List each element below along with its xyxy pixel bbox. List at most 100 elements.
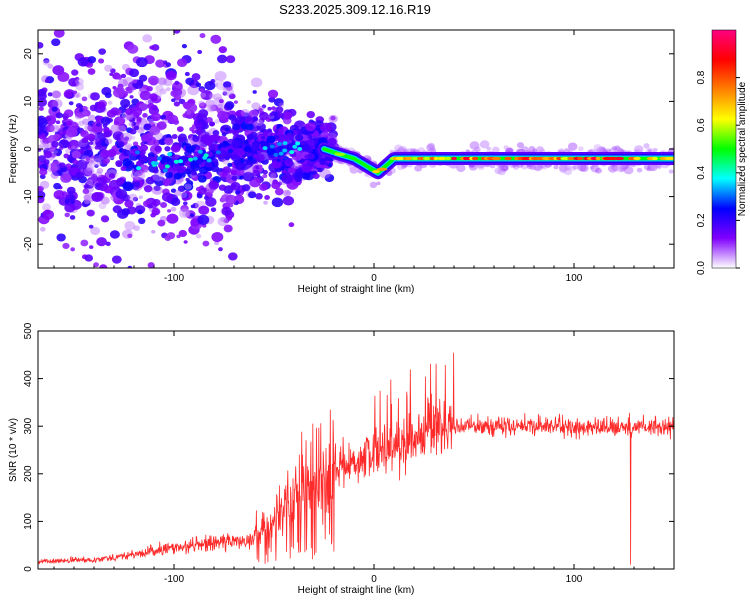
heatmap-cell <box>199 92 207 98</box>
heatmap-cell <box>161 192 174 202</box>
heatmap-cell <box>116 124 126 133</box>
heatmap-cell <box>262 173 268 179</box>
heatmap-cell <box>221 126 226 130</box>
snr-x-axis-label: Height of straight line (km) <box>298 585 415 596</box>
heatmap-cell <box>189 213 195 217</box>
heatmap-cell <box>232 123 241 131</box>
heatmap-cell <box>65 120 73 126</box>
heatmap-cell <box>173 30 181 34</box>
heatmap-cell <box>192 135 200 142</box>
heatmap-cell <box>263 200 268 205</box>
heatmap-cell <box>81 96 88 102</box>
heatmap-cell <box>181 192 189 199</box>
heatmap-cell <box>102 123 108 128</box>
chart-title: S233.2025.309.12.16.R19 <box>279 2 431 17</box>
heatmap-cell <box>127 44 139 54</box>
heatmap-cell <box>406 148 413 153</box>
heatmap-cell <box>643 164 651 170</box>
heatmap-cell <box>115 160 123 167</box>
heatmap-cell <box>228 93 236 100</box>
heatmap-cell <box>68 101 74 106</box>
heatmap-cell <box>62 115 69 121</box>
heatmap-cell <box>127 233 133 238</box>
heatmap-cell <box>417 147 425 154</box>
heatmap-cell <box>138 74 148 82</box>
heatmap-cell <box>109 230 120 239</box>
heatmap-peak <box>292 144 298 149</box>
heatmap-cell <box>75 83 85 91</box>
heatmap-cell <box>136 161 142 166</box>
heatmap-cell <box>397 164 404 171</box>
heatmap-cell <box>131 122 137 126</box>
heatmap-cell <box>306 160 315 168</box>
heatmap-cell <box>96 122 101 127</box>
heatmap-cell <box>250 77 263 88</box>
heatmap-cell <box>49 124 60 133</box>
heatmap-cell <box>38 97 48 107</box>
heatmap-cell <box>231 139 241 148</box>
heatmap-cell <box>281 173 294 184</box>
heatmap-cell <box>139 155 148 163</box>
heatmap-cell <box>144 169 149 174</box>
heatmap-cell <box>217 171 223 177</box>
heatmap-cell <box>88 114 96 122</box>
heatmap-cell <box>287 157 293 163</box>
snr-y-tick-label: 100 <box>23 513 34 530</box>
heatmap-cell <box>50 165 58 173</box>
heatmap-cell <box>214 70 227 82</box>
heatmap-cell <box>98 48 106 55</box>
heatmap-cell <box>132 196 139 202</box>
heatmap-cell <box>111 255 122 264</box>
heatmap-cell <box>153 185 161 192</box>
heatmap-cell <box>89 145 94 150</box>
heatmap-cell <box>307 147 313 153</box>
heatmap-cell <box>86 179 94 186</box>
snr-y-tick-label: 400 <box>23 370 34 387</box>
heatmap-cell <box>325 162 330 166</box>
heatmap-cell <box>205 99 215 108</box>
heatmap-cell <box>129 128 137 135</box>
heatmap-cell <box>78 108 84 113</box>
heatmap-cell <box>132 79 138 84</box>
heatmap-cell <box>214 77 219 82</box>
heatmap-cell <box>165 171 173 179</box>
heatmap-cell <box>171 98 176 103</box>
heatmap-cell <box>182 210 190 217</box>
heatmap-cell <box>120 166 127 172</box>
heatmap-cell <box>218 46 227 54</box>
heatmap-cell <box>199 33 206 39</box>
heatmap-cell <box>202 135 214 145</box>
heatmap-peak <box>411 156 419 161</box>
heatmap-cell <box>146 85 153 92</box>
heatmap-cell <box>376 181 381 186</box>
heatmap-cell <box>274 187 284 196</box>
heatmap-cell <box>75 78 84 86</box>
heatmap-cell <box>195 127 203 135</box>
heatmap-cell <box>88 174 98 182</box>
heatmap-cell <box>243 140 249 144</box>
heatmap-cell <box>578 146 584 152</box>
heatmap-cell <box>74 108 87 119</box>
heatmap-cell <box>132 141 139 147</box>
heatmap-cell <box>256 122 266 131</box>
snr-panel: -100 0 100 0 100 200 300 400 500 Height of strai… <box>8 322 675 596</box>
heatmap-cell <box>273 98 284 107</box>
heatmap-cell <box>38 41 44 49</box>
heatmap-cell <box>198 102 207 109</box>
heatmap-cell <box>178 133 187 141</box>
heatmap-cell <box>252 90 257 94</box>
heatmap-cell <box>90 226 101 236</box>
heatmap-cell <box>301 146 308 152</box>
heatmap-cell <box>176 126 184 132</box>
heatmap-cell <box>53 190 65 200</box>
heatmap-cell <box>151 185 163 195</box>
heatmap-cell <box>117 78 128 88</box>
heatmap-cell <box>170 206 177 212</box>
heatmap-peak <box>334 152 346 156</box>
heatmap-cell <box>224 101 235 110</box>
heatmap-cell <box>220 216 227 223</box>
heatmap-cell <box>95 182 101 188</box>
heatmap-cell <box>140 134 151 142</box>
heatmap-cell <box>163 78 173 87</box>
